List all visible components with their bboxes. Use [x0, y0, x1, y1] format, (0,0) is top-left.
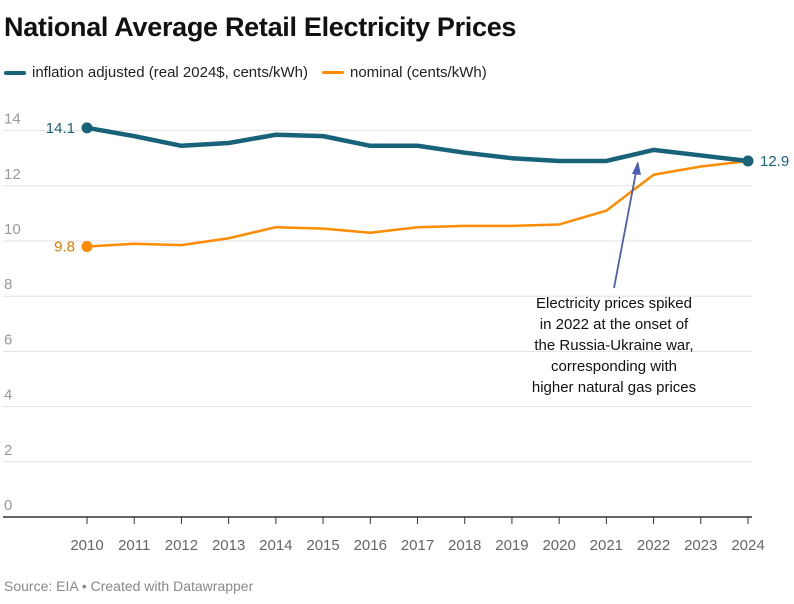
data-point: [742, 155, 754, 167]
x-tick-label: 2017: [401, 537, 434, 554]
annotation-text: higher natural gas prices: [532, 379, 696, 396]
x-tick-label: 2022: [637, 537, 670, 554]
x-tick-label: 2014: [259, 537, 292, 554]
legend-item-nominal: nominal (cents/kWh): [321, 64, 487, 81]
data-label: 12.9: [760, 153, 789, 170]
annotation-text: Electricity prices spiked: [536, 295, 692, 312]
x-tick-label: 2011: [118, 537, 150, 554]
source-note: Source: EIA • Created with Datawrapper: [4, 578, 254, 594]
annotation-text: in 2022 at the onset of: [540, 316, 689, 333]
y-tick-label: 0: [4, 497, 12, 514]
x-tick-label: 2013: [212, 537, 245, 554]
arrow-head: [632, 161, 641, 175]
legend-label: nominal (cents/kWh): [349, 64, 487, 81]
x-tick-label: 2019: [495, 537, 528, 554]
annotation-text: corresponding with: [551, 358, 677, 375]
x-tick-label: 2012: [165, 537, 198, 554]
legend-swatch: [4, 70, 26, 75]
series-line-nominal: [86, 159, 749, 248]
data-label: 9.8: [54, 239, 75, 256]
annotation-arrow: [613, 171, 637, 289]
y-tick-label: 4: [4, 387, 12, 404]
y-tick-label: 8: [4, 276, 12, 293]
data-point: [81, 122, 93, 134]
y-tick-label: 2: [4, 442, 12, 459]
x-tick-label: 2020: [542, 537, 575, 554]
x-tick-label: 2018: [448, 537, 481, 554]
x-tick-label: 2021: [590, 537, 623, 554]
legend-swatch: [321, 71, 344, 74]
chart-title: National Average Retail Electricity Pric…: [4, 12, 517, 42]
x-tick-label: 2023: [684, 537, 717, 554]
y-tick-label: 14: [4, 111, 21, 128]
legend: inflation adjusted (real 2024$, cents/kW…: [4, 64, 487, 81]
y-tick-label: 10: [4, 221, 21, 238]
x-tick-label: 2010: [70, 537, 103, 554]
legend-item-real: inflation adjusted (real 2024$, cents/kW…: [4, 64, 308, 81]
legend-label: inflation adjusted (real 2024$, cents/kW…: [32, 64, 308, 81]
x-tick-label: 2016: [354, 537, 387, 554]
data-point: [81, 241, 93, 253]
x-tick-label: 2015: [306, 537, 339, 554]
data-label: 14.1: [46, 120, 75, 137]
x-tick-label: 2024: [731, 537, 764, 554]
series-line-real: [86, 125, 749, 164]
y-tick-label: 12: [4, 166, 21, 183]
annotation-text: the Russia-Ukraine war,: [534, 337, 693, 354]
y-tick-label: 6: [4, 331, 12, 348]
